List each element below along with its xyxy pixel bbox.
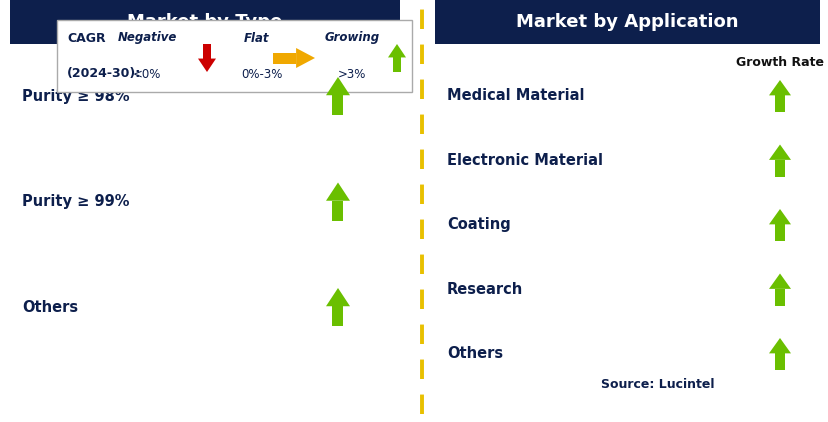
Polygon shape [325,182,349,201]
Text: Growth Rate: Growth Rate [735,56,823,68]
Polygon shape [388,44,406,57]
Text: Growing: Growing [324,32,379,44]
FancyBboxPatch shape [57,20,412,92]
Polygon shape [768,80,790,95]
Polygon shape [774,225,784,241]
Polygon shape [332,306,343,326]
Text: Negative: Negative [118,32,176,44]
Text: <0%: <0% [132,68,161,81]
Text: Medical Material: Medical Material [446,89,584,103]
FancyBboxPatch shape [435,0,819,44]
Polygon shape [392,57,401,72]
Text: Coating: Coating [446,217,510,233]
Text: Growth Rate: Growth Rate [294,56,382,68]
Text: Market by Type: Market by Type [128,13,282,31]
Text: Flat: Flat [244,32,269,44]
Polygon shape [296,48,315,68]
Polygon shape [332,201,343,221]
Polygon shape [332,95,343,115]
Polygon shape [774,289,784,306]
Polygon shape [768,144,790,160]
Polygon shape [325,77,349,95]
Polygon shape [774,160,784,176]
Polygon shape [768,273,790,289]
Text: Source: Lucintel: Source: Lucintel [600,378,714,390]
Text: Purity ≥ 99%: Purity ≥ 99% [22,194,129,209]
Polygon shape [774,95,784,112]
Text: Electronic Material: Electronic Material [446,153,602,168]
Text: Others: Others [22,300,78,314]
Polygon shape [203,44,211,59]
Polygon shape [272,52,296,63]
Text: Research: Research [446,282,522,297]
Polygon shape [768,209,790,225]
Text: 0%-3%: 0%-3% [241,68,282,81]
Text: CAGR: CAGR [67,32,105,44]
FancyBboxPatch shape [10,0,400,44]
Text: Others: Others [446,346,503,362]
Text: (2024-30):: (2024-30): [67,68,141,81]
Polygon shape [198,59,216,72]
Text: Market by Application: Market by Application [516,13,738,31]
Polygon shape [774,353,784,370]
Polygon shape [325,288,349,306]
Polygon shape [768,338,790,353]
Text: >3%: >3% [337,68,366,81]
Text: Purity ≥ 98%: Purity ≥ 98% [22,89,129,103]
